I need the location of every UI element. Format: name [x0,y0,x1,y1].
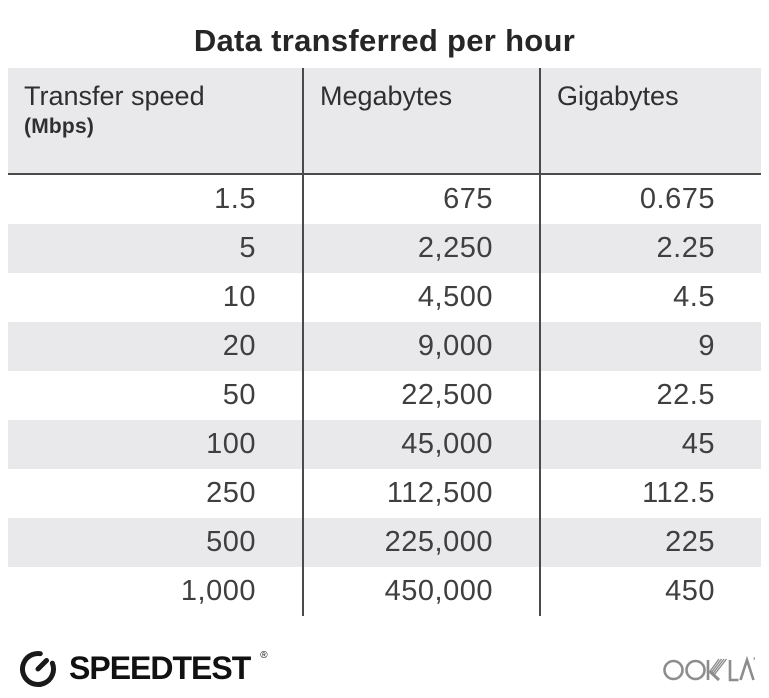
cell-megabytes: 675 [302,174,540,224]
cell-speed: 100 [206,428,256,460]
cell-gigabytes: 9 [539,322,761,371]
cell-megabytes: 450,000 [302,567,540,616]
cell-gigabytes: 0.675 [539,174,761,224]
cell-gigabytes: 22.5 [539,371,761,420]
cell-speed: 10 [222,281,256,313]
cell-megabytes: 22,500 [302,371,540,420]
ookla-logo [663,651,755,685]
table-row: 100 45,000 45 [8,420,761,469]
page-title: Data transferred per hour [193,23,576,58]
footer: SPEEDTEST ® [16,646,755,690]
cell-megabytes: 4,500 [302,273,540,322]
cell-speed: 500 [206,526,256,558]
cell-megabytes: 112,500 [302,469,540,518]
table-row: 20 9,000 9 [8,322,761,371]
cell-speed: 1,000 [180,575,256,607]
cell-gigabytes: 225 [539,518,761,567]
speedtest-logo: SPEEDTEST ® [16,646,268,690]
table-row: 250 112,500 112.5 [8,469,761,518]
column-header-label: Transfer speed [24,81,205,111]
column-header-megabytes: Megabytes [302,68,540,174]
cell-speed: 1.5 [214,183,256,215]
speedtest-wordmark: SPEEDTEST [69,649,251,686]
cell-megabytes: 225,000 [302,518,540,567]
column-header-gigabytes: Gigabytes [539,68,761,174]
table-row: 10 4,500 4.5 [8,273,761,322]
cell-megabytes: 2,250 [302,224,540,273]
column-header-sublabel: (Mbps) [24,115,95,138]
cell-speed: 250 [206,477,256,509]
ookla-wordmark-icon [663,655,755,682]
cell-megabytes: 9,000 [302,322,540,371]
table-row: 50 22,500 22.5 [8,371,761,420]
data-table: Transfer speed (Mbps) Megabytes Gigabyte… [8,68,761,616]
cell-gigabytes: 2.25 [539,224,761,273]
speedtest-gauge-icon [20,651,56,687]
table-row: 1,000 450,000 450 [8,567,761,616]
cell-gigabytes: 112.5 [539,469,761,518]
cell-gigabytes: 45 [539,420,761,469]
speedtest-trademark: ® [260,650,268,661]
cell-speed: 50 [222,379,256,411]
cell-speed: 20 [222,330,256,362]
cell-gigabytes: 4.5 [539,273,761,322]
cell-gigabytes: 450 [539,567,761,616]
table-row: 5 2,250 2.25 [8,224,761,273]
cell-megabytes: 45,000 [302,420,540,469]
cell-speed: 5 [239,232,256,264]
column-header-transfer-speed: Transfer speed (Mbps) [8,68,303,174]
table-row: 1.5 675 0.675 [8,174,761,224]
table-row: 500 225,000 225 [8,518,761,567]
table-header-row: Transfer speed (Mbps) Megabytes Gigabyte… [8,68,761,174]
